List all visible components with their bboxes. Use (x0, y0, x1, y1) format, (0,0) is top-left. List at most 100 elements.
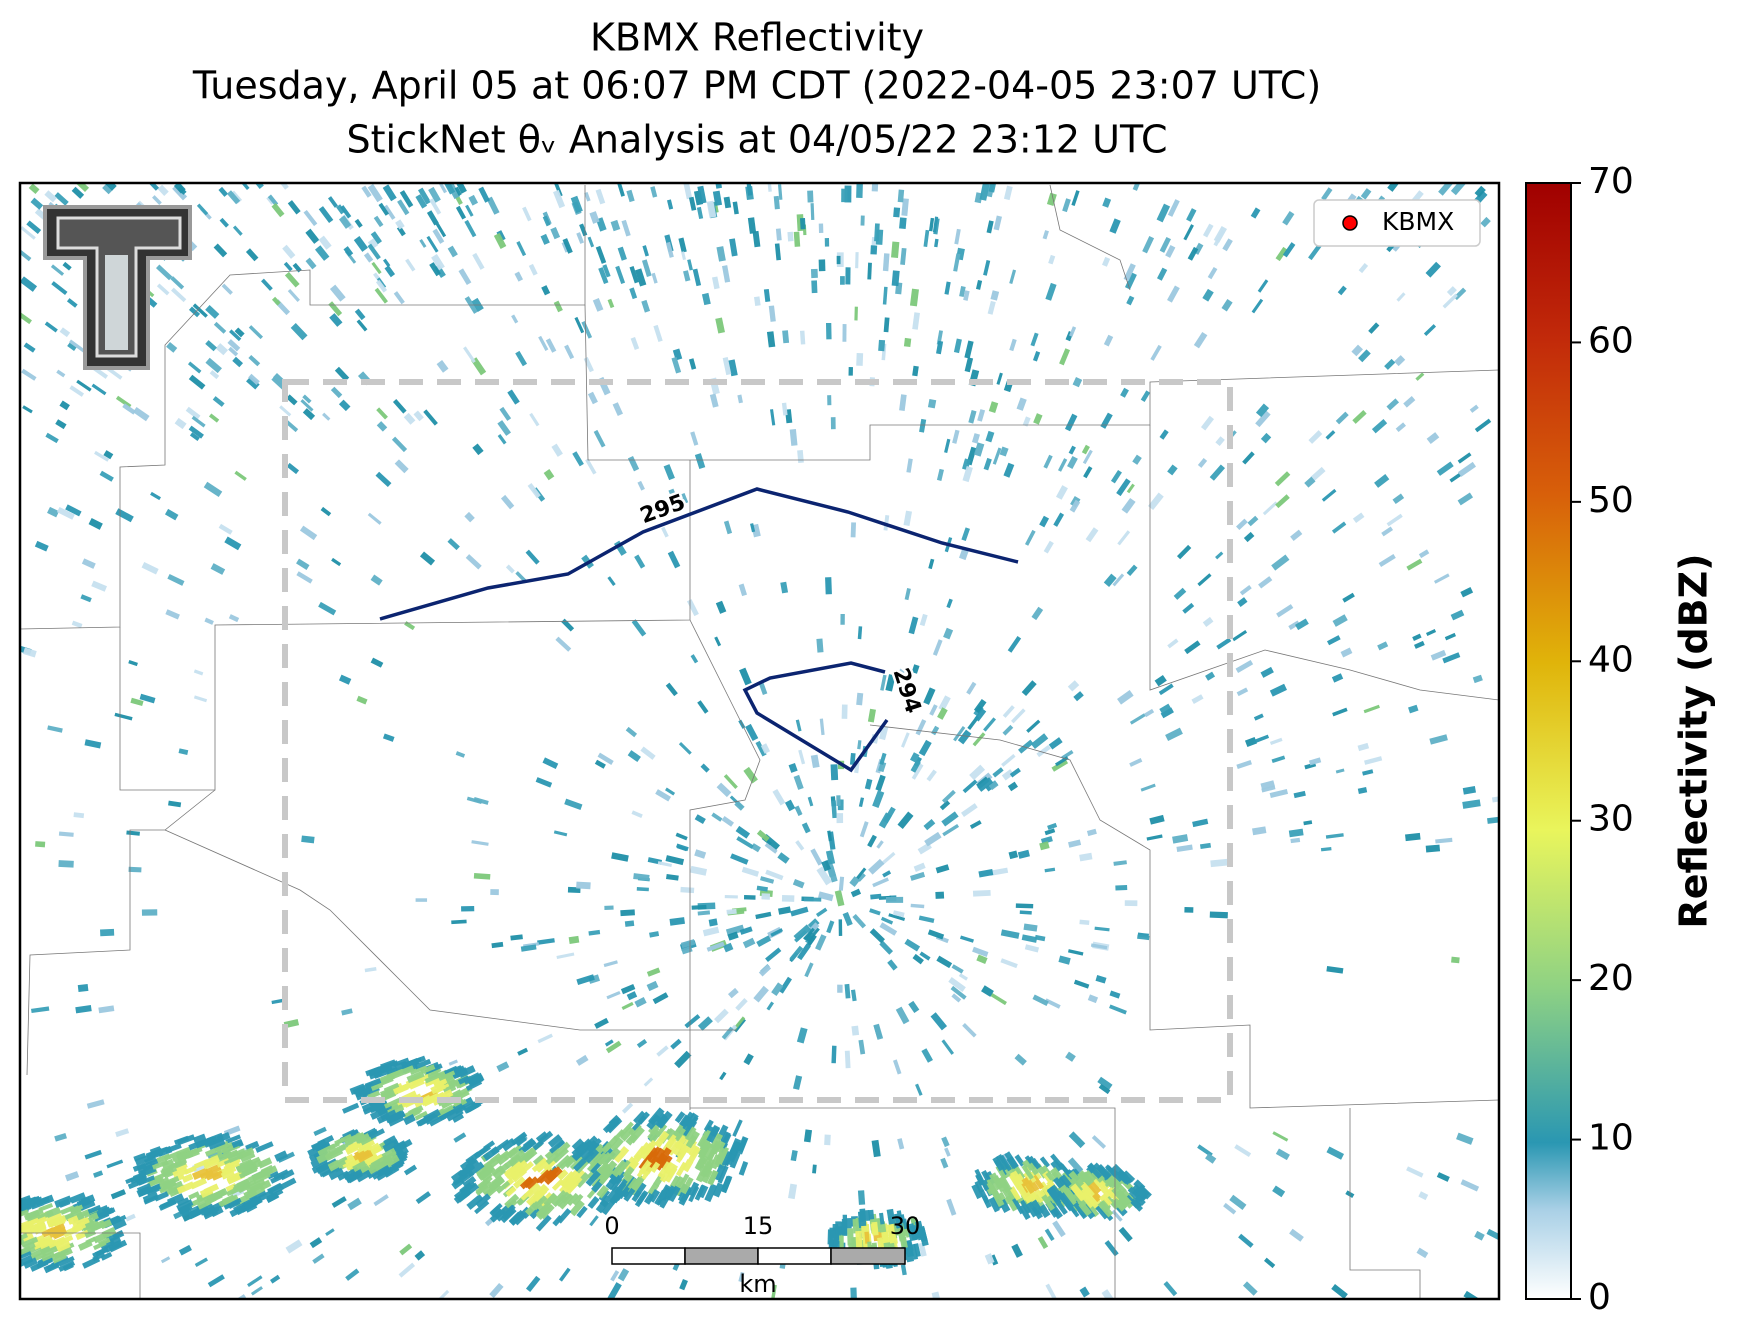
radar-echo (1042, 230, 1049, 240)
radar-echo (621, 1001, 634, 1011)
radar-echo (735, 825, 751, 839)
radar-echo (327, 196, 338, 208)
radar-echo (100, 1251, 113, 1261)
radar-echo (1321, 488, 1337, 502)
radar-echo (625, 726, 638, 738)
radar-echo (417, 187, 431, 205)
radar-echo (160, 1175, 180, 1188)
radar-echo (999, 446, 1009, 457)
radar-echo (962, 466, 973, 483)
radar-echo (392, 1057, 410, 1067)
radar-echo (459, 1156, 477, 1172)
radar-echo (1303, 820, 1313, 826)
radar-echo (962, 1023, 977, 1038)
legend-label: KBMX (1382, 207, 1454, 236)
radar-echo (815, 907, 828, 918)
radar-echo (1030, 733, 1049, 750)
radar-echo (44, 190, 57, 203)
radar-echo (566, 1192, 580, 1206)
radar-echo (229, 329, 242, 342)
radar-echo (1102, 197, 1112, 208)
radar-echo (1450, 609, 1465, 621)
radar-echo (650, 1161, 661, 1174)
radar-echo (797, 943, 811, 961)
radar-echo (855, 1230, 863, 1250)
radar-echo (1058, 1192, 1075, 1211)
radar-echo (680, 886, 695, 894)
radar-echo (961, 527, 970, 542)
radar-echo (46, 1261, 60, 1271)
radar-echo (447, 538, 460, 551)
radar-echo (474, 1200, 490, 1215)
radar-echo (1260, 780, 1275, 790)
radar-echo (644, 1192, 655, 1205)
radar-echo (587, 1138, 602, 1153)
radar-echo (993, 215, 1002, 231)
radar-echo (753, 985, 769, 1003)
radar-echo (72, 1216, 90, 1229)
radar-echo (516, 241, 527, 257)
radar-echo (771, 982, 784, 996)
radar-echo (1486, 1228, 1499, 1242)
radar-echo (209, 1189, 226, 1201)
radar-echo (197, 1198, 212, 1211)
radar-echo (20, 247, 32, 262)
radar-echo (1197, 573, 1212, 587)
radar-echo (549, 1139, 565, 1154)
radar-echo (248, 325, 263, 340)
radar-echo (781, 894, 795, 902)
radar-echo (738, 1271, 745, 1283)
radar-echo (54, 1195, 73, 1209)
radar-echo (859, 1208, 867, 1227)
radar-echo (900, 1264, 907, 1276)
radar-echo (793, 924, 812, 942)
scale-label: 30 (890, 1212, 921, 1240)
radar-echo (678, 742, 692, 755)
radar-echo (1066, 1192, 1077, 1204)
radar-echo (712, 190, 723, 206)
radar-echo (938, 695, 951, 712)
radar-echo (873, 1023, 884, 1040)
radar-echo (152, 1159, 169, 1170)
radar-echo (697, 1016, 713, 1031)
colorbar-scale (1525, 182, 1572, 1300)
radar-echo (849, 752, 856, 765)
radar-echo (845, 267, 851, 285)
radar-echo (387, 1110, 404, 1123)
radar-echo (610, 219, 621, 232)
radar-echo (646, 967, 661, 977)
radar-echo (697, 1130, 710, 1148)
radar-echo (106, 366, 123, 380)
radar-echo (696, 206, 704, 220)
radar-echo (703, 1119, 714, 1132)
radar-echo (0, 1238, 10, 1249)
radar-echo (770, 928, 784, 937)
radar-echo (729, 1137, 742, 1156)
radar-echo (699, 1163, 711, 1178)
radar-echo (318, 601, 337, 616)
radar-echo (522, 206, 532, 222)
radar-echo (1097, 1200, 1114, 1218)
radar-echo (556, 952, 575, 959)
radar-echo (684, 1112, 699, 1129)
radar-echo (1014, 1053, 1027, 1066)
radar-echo (1078, 1201, 1092, 1217)
radar-echo (606, 990, 621, 1000)
radar-echo (973, 442, 985, 457)
radar-echo (675, 1127, 686, 1142)
radar-echo (1007, 636, 1022, 653)
radar-echo (88, 518, 103, 530)
radar-echo (1073, 979, 1090, 989)
radar-echo (911, 763, 924, 780)
radar-echo (739, 667, 752, 686)
radar-echo (766, 1001, 774, 1011)
radar-echo (612, 1169, 627, 1185)
radar-echo (1414, 640, 1425, 649)
radar-echo (1067, 680, 1080, 692)
colorbar-tick-label: 10 (1588, 1118, 1634, 1159)
radar-echo (631, 1190, 642, 1202)
radar-echo (893, 207, 901, 218)
radar-echo (356, 1132, 371, 1144)
radar-echo (1040, 836, 1053, 845)
radar-echo (138, 1165, 157, 1178)
